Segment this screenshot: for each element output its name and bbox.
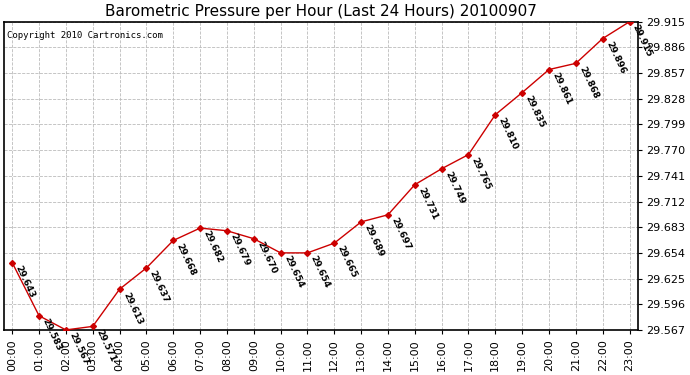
Text: 29.731: 29.731: [416, 186, 439, 222]
Text: 29.643: 29.643: [14, 264, 37, 299]
Title: Barometric Pressure per Hour (Last 24 Hours) 20100907: Barometric Pressure per Hour (Last 24 Ho…: [105, 4, 537, 19]
Text: 29.810: 29.810: [497, 116, 520, 151]
Text: 29.668: 29.668: [175, 242, 197, 277]
Text: 29.613: 29.613: [121, 291, 144, 326]
Text: 29.861: 29.861: [551, 71, 573, 106]
Text: 29.654: 29.654: [309, 254, 332, 290]
Text: 29.583: 29.583: [41, 317, 63, 352]
Text: 29.571: 29.571: [94, 328, 117, 363]
Text: 29.670: 29.670: [255, 240, 278, 275]
Text: 29.896: 29.896: [604, 40, 627, 75]
Text: 29.637: 29.637: [148, 269, 170, 305]
Text: 29.915: 29.915: [631, 23, 654, 58]
Text: 29.765: 29.765: [470, 156, 493, 191]
Text: 29.749: 29.749: [443, 170, 466, 206]
Text: 29.689: 29.689: [362, 223, 386, 259]
Text: 29.665: 29.665: [335, 244, 359, 280]
Text: 29.679: 29.679: [228, 232, 251, 268]
Text: 29.567: 29.567: [68, 332, 90, 367]
Text: 29.835: 29.835: [524, 94, 546, 129]
Text: Copyright 2010 Cartronics.com: Copyright 2010 Cartronics.com: [8, 31, 164, 40]
Text: 29.682: 29.682: [201, 230, 224, 265]
Text: 29.697: 29.697: [389, 216, 413, 252]
Text: 29.868: 29.868: [578, 65, 600, 100]
Text: 29.654: 29.654: [282, 254, 305, 290]
